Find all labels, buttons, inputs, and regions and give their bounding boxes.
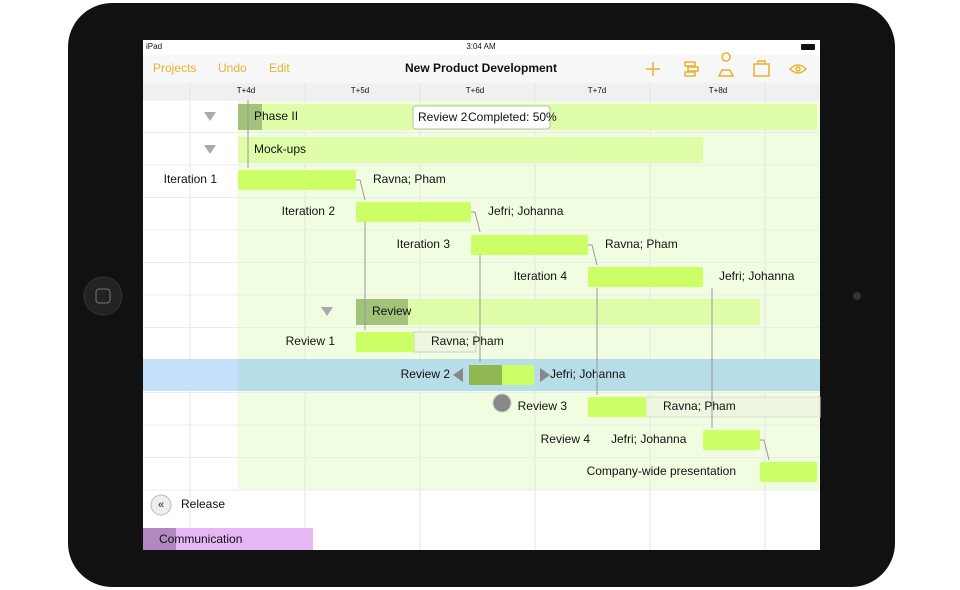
- task-resources: Ravna; Pham: [663, 399, 736, 413]
- tooltip-task: Review 2: [418, 110, 468, 124]
- timeline-label: T+6d: [466, 86, 484, 95]
- communication-progress: [143, 528, 176, 550]
- disclosure-triangle: [204, 112, 216, 121]
- timeline-label: T+7d: [588, 86, 606, 95]
- toolbar: [143, 55, 820, 83]
- task-label: Iteration 2: [282, 204, 336, 218]
- outline-icon[interactable]: [684, 61, 699, 77]
- selected-row-gutter: [143, 359, 238, 391]
- group-label: Mock-ups: [254, 142, 306, 156]
- tooltip: [412, 105, 551, 130]
- projects-button[interactable]: Projects: [153, 61, 196, 75]
- home-button: [83, 276, 123, 316]
- task-label: Review 2: [401, 367, 451, 381]
- undo-button[interactable]: Undo: [218, 61, 247, 75]
- release-label: Release: [181, 497, 225, 511]
- task-label: Iteration 3: [397, 237, 451, 251]
- view-icon[interactable]: [788, 64, 808, 74]
- timeline-label: T+5d: [351, 86, 369, 95]
- resource-icon[interactable]: [717, 52, 735, 77]
- progress-handle[interactable]: [492, 393, 512, 413]
- task-progress: [469, 365, 502, 385]
- task-label: Iteration 4: [514, 269, 568, 283]
- add-icon[interactable]: [646, 62, 660, 76]
- group-label: Phase II: [254, 109, 298, 123]
- communication-bar: [143, 528, 313, 550]
- task-resources: Ravna; Pham: [431, 334, 504, 348]
- task-resources: Jefri; Johanna: [719, 269, 795, 283]
- battery: [801, 44, 815, 50]
- task-resources: Ravna; Pham: [605, 237, 678, 251]
- status-time: 3:04 AM: [466, 42, 496, 51]
- grid: T+4d T+5d T+6d T+7d T+8d: [143, 83, 820, 550]
- status-device: iPad: [146, 42, 162, 51]
- task-label: Iteration 1: [164, 172, 218, 186]
- group-bar: [238, 137, 703, 163]
- camera: [853, 292, 861, 300]
- group-progress: [238, 104, 262, 130]
- resize-handle-left: [453, 368, 463, 382]
- group-bar: [356, 299, 760, 325]
- task-bar: [356, 202, 471, 222]
- task-bar: [356, 332, 414, 352]
- task-label: Review 3: [518, 399, 568, 413]
- task-resources: Ravna; Pham: [373, 172, 446, 186]
- task-bar: [471, 235, 588, 255]
- timeline-label: T+8d: [709, 86, 727, 95]
- task-bar: [760, 462, 817, 482]
- edit-button[interactable]: Edit: [269, 61, 290, 75]
- collapse-button[interactable]: [150, 494, 172, 516]
- task-bar: [238, 170, 356, 190]
- tooltip-status: Completed: 50%: [468, 110, 557, 124]
- timeline-label: T+4d: [237, 86, 255, 95]
- resize-handle-right: [540, 368, 550, 382]
- timeline-header: [143, 83, 820, 100]
- inspector-icon[interactable]: [753, 60, 770, 77]
- disclosure-triangle: [204, 145, 216, 154]
- task-label: Company-wide presentation: [587, 464, 736, 478]
- task-resources: Jefri; Johanna: [488, 204, 564, 218]
- task-bar: [703, 430, 760, 450]
- task-bar: [588, 267, 703, 287]
- disclosure-triangle: [321, 307, 333, 316]
- task-resources: Jefri; Johanna: [611, 432, 687, 446]
- dependency-links: [247, 100, 770, 461]
- communication-label: Communication: [159, 532, 242, 546]
- task-label: Review 4: [541, 432, 591, 446]
- collapse-icon[interactable]: «: [158, 499, 164, 511]
- group-label: Review: [372, 304, 412, 318]
- toolbar-title: New Product Development: [405, 61, 557, 75]
- task-resources: Jefri; Johanna: [550, 367, 626, 381]
- toolbar-icons: [646, 52, 808, 77]
- home-icon: [95, 288, 111, 304]
- task-label: Review 1: [286, 334, 336, 348]
- task-bar: [588, 397, 646, 417]
